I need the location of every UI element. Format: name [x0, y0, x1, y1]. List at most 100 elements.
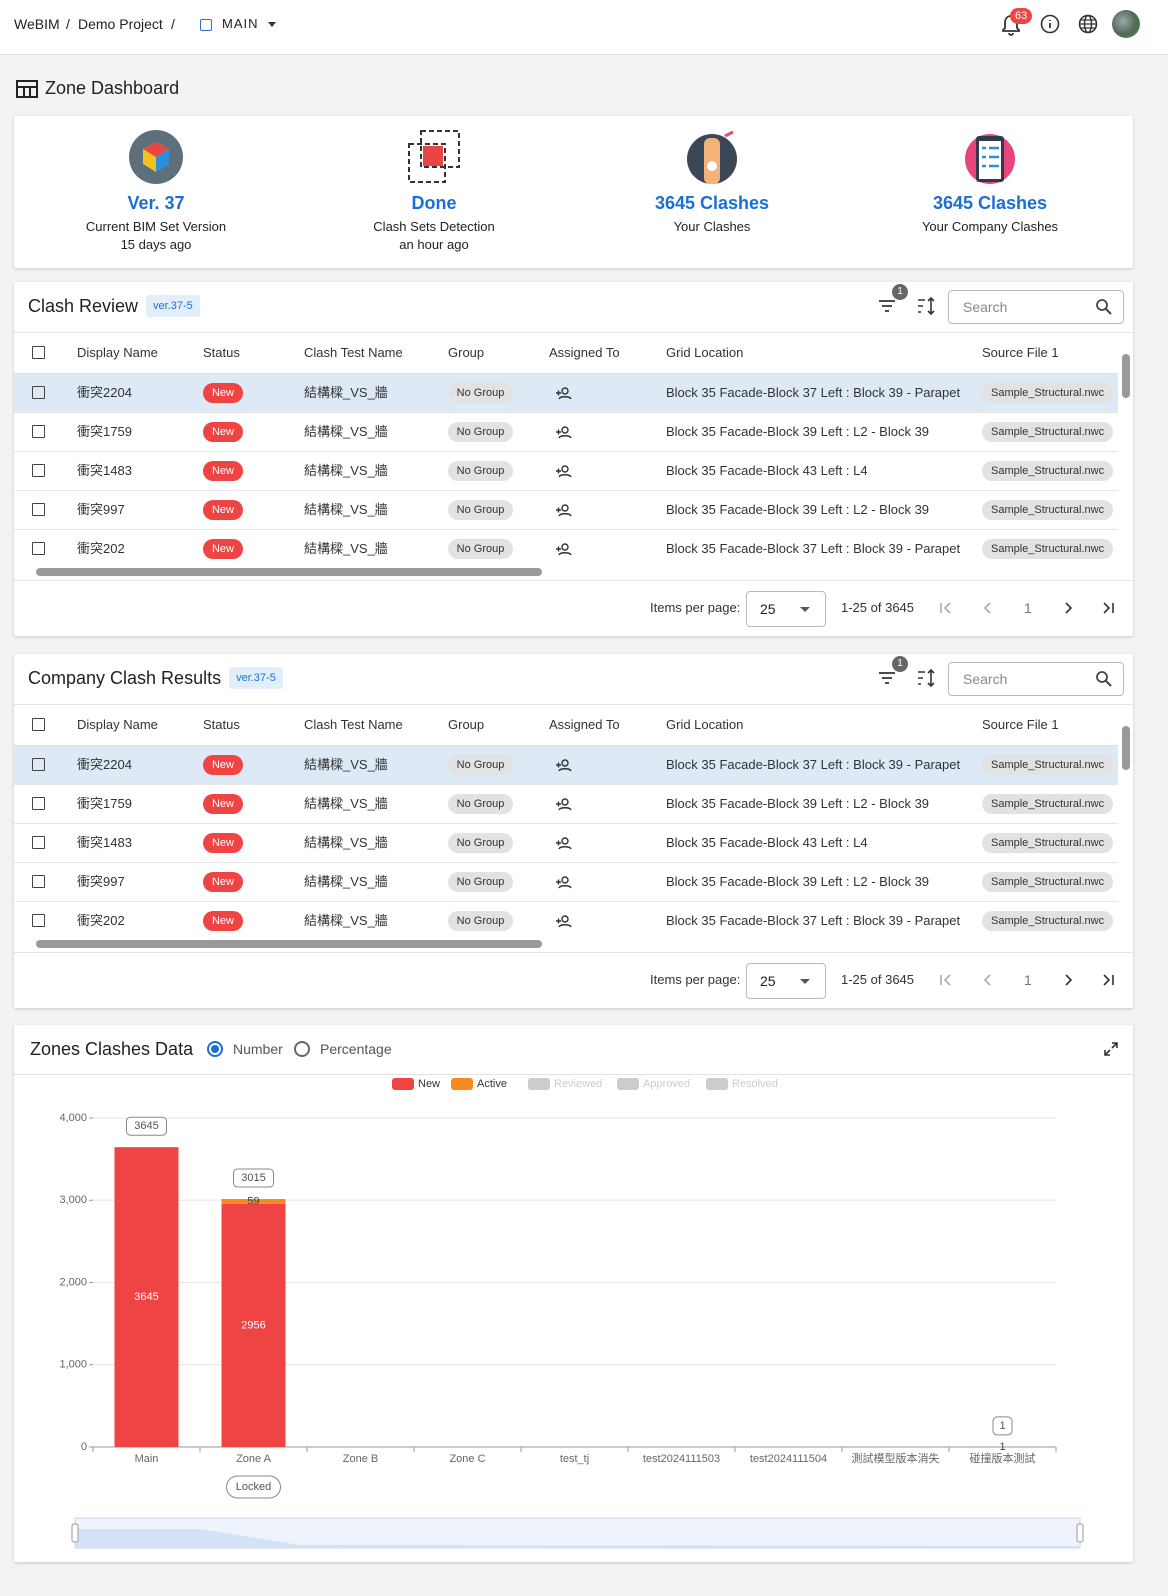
column-header: Status	[203, 345, 240, 360]
expand-icon[interactable]	[1104, 1042, 1118, 1056]
y-tick-label: 2,000	[59, 1276, 87, 1288]
assign-button[interactable]	[555, 875, 573, 890]
page-nav-button[interactable]	[1060, 972, 1076, 988]
checkbox[interactable]	[32, 386, 45, 399]
notification-badge: 63	[1010, 8, 1033, 24]
assign-button-svg	[556, 759, 572, 772]
user-avatar[interactable]	[1112, 10, 1140, 38]
card-icon-svg	[129, 130, 183, 184]
language-icon[interactable]	[1078, 14, 1098, 34]
table-cell: Block 35 Facade-Block 37 Left : Block 39…	[666, 757, 961, 772]
checkbox[interactable]	[32, 835, 45, 849]
items-per-page-select[interactable]: 25	[746, 963, 826, 999]
body	[556, 507, 572, 517]
row-border	[14, 822, 1118, 824]
checkbox[interactable]	[32, 758, 45, 771]
legend-label: Reviewed	[554, 1078, 602, 1090]
search-box[interactable]: Search	[948, 290, 1124, 324]
body	[556, 546, 572, 556]
filter-button[interactable]	[877, 296, 897, 316]
checkbox[interactable]	[32, 913, 45, 927]
y-tick-label: 4,000	[59, 1112, 87, 1124]
row-border	[14, 745, 1118, 746]
checkbox[interactable]	[32, 424, 45, 438]
checkbox[interactable]	[32, 502, 45, 516]
x-tick-label: Zone B	[343, 1453, 378, 1465]
page-nav-button[interactable]	[1100, 600, 1116, 616]
card-label: Your Clashes	[673, 219, 751, 234]
assign-button[interactable]	[555, 914, 573, 929]
table-panel: Clash Review ver.37-5 1 Search Display Name S…	[14, 282, 1133, 636]
assign-button[interactable]	[555, 542, 573, 557]
sort-button[interactable]	[916, 668, 936, 688]
x-tick-label: Zone A	[236, 1453, 272, 1465]
assign-button[interactable]	[555, 464, 573, 479]
clash-name: 衝突997	[77, 501, 125, 517]
page-nav-button[interactable]	[980, 972, 996, 988]
chart: 0 1,000 2,000 3,000 4,000 New Active Reviewed Ap…	[59, 1078, 1084, 1549]
source-chip: Sample_Structural.nwc	[982, 499, 1114, 520]
chart-panel: Zones Clashes Data Number Percentage	[14, 1025, 1133, 1562]
card-label: Clash Sets Detection	[373, 219, 495, 234]
assign-button-svg	[556, 426, 572, 439]
search-box[interactable]: Search	[948, 662, 1124, 696]
row-border	[14, 489, 1118, 491]
card-icon-svg	[687, 130, 737, 184]
source-chip: Sample_Structural.nwc	[982, 832, 1114, 853]
radio-selected[interactable]	[207, 1041, 223, 1057]
checkbox[interactable]	[32, 346, 45, 359]
body	[556, 468, 572, 478]
category-tag: Locked	[236, 1481, 271, 1493]
card-icon	[685, 130, 739, 184]
assign-button[interactable]	[555, 425, 573, 440]
assign-button[interactable]	[555, 386, 573, 401]
body	[556, 918, 572, 928]
breadcrumb-item[interactable]: Demo Project	[78, 16, 163, 32]
page-nav-button-svg	[940, 602, 951, 614]
assign-button[interactable]	[555, 503, 573, 518]
radio-unselected[interactable]	[294, 1041, 310, 1057]
assign-button[interactable]	[555, 797, 573, 812]
branch-selector[interactable]: MAIN	[222, 16, 259, 31]
divider	[14, 1074, 1133, 1075]
last-glyph	[1103, 602, 1114, 614]
range-label: 1-25 of 3645	[841, 600, 915, 615]
page-nav-button[interactable]	[938, 972, 954, 988]
table-panel: Company Clash Results ver.37-5 1 Search Disp…	[14, 654, 1133, 1008]
page-nav-button[interactable]	[980, 600, 996, 616]
source-chip: Sample_Structural.nwc	[982, 871, 1114, 892]
checkbox[interactable]	[32, 541, 45, 555]
next-glyph	[1065, 602, 1073, 614]
first-glyph	[940, 602, 951, 614]
head	[561, 387, 569, 395]
filter-glyph	[879, 672, 895, 684]
page-nav-button[interactable]	[1060, 600, 1076, 616]
checkbox[interactable]	[32, 718, 45, 731]
dashboard-icon	[16, 80, 38, 98]
column-header: Source File 1	[982, 717, 1059, 732]
body	[556, 801, 572, 811]
checkbox[interactable]	[32, 796, 45, 810]
body	[556, 762, 572, 772]
page-nav-button[interactable]	[938, 600, 954, 616]
sort-button[interactable]	[916, 296, 936, 316]
v-scrollbar	[1122, 726, 1130, 770]
body	[556, 840, 572, 850]
page-nav-button[interactable]	[1100, 972, 1116, 988]
checkbox[interactable]	[32, 874, 45, 888]
filter-button[interactable]	[877, 668, 897, 688]
page-nav-button-svg	[1065, 602, 1073, 614]
checkbox[interactable]	[32, 463, 45, 477]
expand-glyph	[1104, 1042, 1118, 1056]
radio-dot	[211, 1045, 219, 1053]
breadcrumb-item[interactable]: WeBIM	[14, 16, 60, 32]
dash-box	[420, 130, 460, 168]
column-header: Display Name	[77, 345, 158, 360]
page-number: 1	[1024, 600, 1032, 616]
total-label-box	[233, 1168, 274, 1188]
items-per-page-select[interactable]: 25	[746, 591, 826, 627]
row-highlight	[14, 746, 1118, 784]
assign-button[interactable]	[555, 758, 573, 773]
info-icon[interactable]	[1040, 14, 1060, 34]
assign-button[interactable]	[555, 836, 573, 851]
